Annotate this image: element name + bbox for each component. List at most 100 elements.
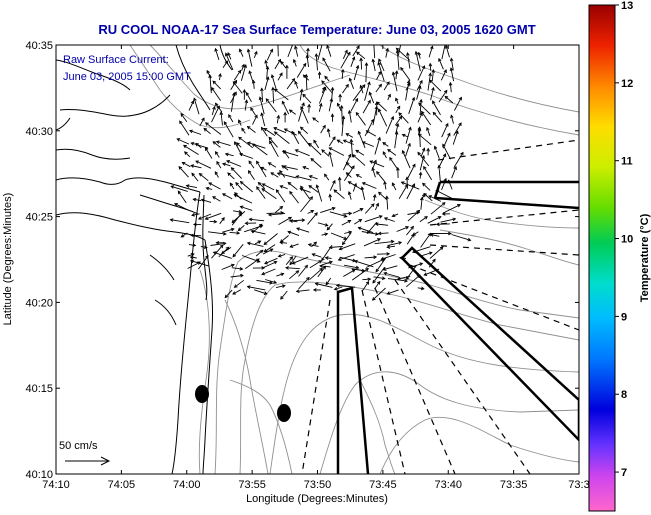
current-vector	[307, 243, 319, 247]
current-vector	[227, 172, 235, 180]
current-vector	[318, 86, 327, 104]
legend-line-1: Raw Surface Current:	[63, 54, 169, 66]
current-vector	[222, 60, 229, 69]
current-vector	[355, 51, 366, 60]
current-vector	[338, 243, 356, 251]
current-vector	[260, 112, 266, 127]
coastline	[56, 45, 233, 474]
current-vector	[212, 80, 222, 90]
current-vector	[317, 222, 329, 227]
colorbar-tick-label: 7	[621, 467, 627, 479]
current-vector	[289, 190, 299, 204]
current-vector	[308, 142, 322, 156]
current-vector	[169, 218, 190, 224]
current-vector	[329, 211, 348, 218]
current-vector	[452, 130, 459, 145]
current-vector	[268, 136, 278, 148]
current-vector	[372, 193, 377, 201]
current-vector	[395, 97, 399, 104]
current-vector	[294, 45, 299, 57]
current-vector	[211, 86, 221, 101]
current-vector	[298, 102, 305, 122]
current-vector	[229, 231, 241, 235]
current-vector	[326, 128, 331, 138]
current-vector	[256, 160, 267, 178]
y-tick-label: 40:20	[25, 297, 53, 309]
current-vector	[300, 196, 313, 213]
current-vector	[416, 79, 423, 91]
current-vector	[174, 203, 188, 211]
current-vector	[204, 147, 213, 159]
surface-current-vectors	[169, 45, 472, 301]
current-vector	[368, 91, 375, 104]
current-vector	[195, 160, 212, 169]
current-vector	[320, 124, 326, 134]
current-vector	[324, 75, 330, 82]
current-vector	[348, 77, 355, 89]
current-vector	[423, 192, 433, 202]
current-vector	[385, 47, 390, 58]
current-vector	[191, 172, 199, 182]
colorbar-tick-label: 12	[621, 78, 633, 90]
x-axis-ticks: 74:10 74:05 74:00 73:55 73:50 73:45 73:40 73:35…	[42, 45, 590, 491]
current-vector	[280, 60, 287, 69]
current-vector	[224, 289, 233, 299]
current-vector	[300, 185, 311, 200]
scale-label: 50 cm/s	[59, 440, 98, 452]
current-vector	[245, 91, 252, 103]
current-vector	[275, 284, 286, 289]
current-vector	[448, 81, 453, 93]
current-vector	[181, 161, 191, 168]
current-vector	[310, 157, 322, 168]
current-vector	[255, 240, 262, 245]
current-vector	[394, 70, 399, 80]
y-tick-label: 40:10	[25, 469, 53, 481]
current-vector	[218, 72, 222, 81]
current-vector	[261, 188, 277, 200]
current-vector	[374, 239, 395, 245]
current-vector	[287, 230, 300, 237]
y-tick-label: 40:35	[25, 40, 53, 52]
current-vector	[270, 172, 279, 178]
current-vector	[414, 50, 421, 72]
current-vector	[274, 88, 289, 101]
current-vector	[281, 100, 290, 115]
current-vector	[248, 70, 254, 83]
current-vector	[440, 217, 457, 223]
current-vector	[211, 105, 220, 123]
current-vector	[429, 246, 444, 259]
current-vector	[178, 166, 189, 178]
current-vector	[396, 166, 400, 179]
current-vector	[280, 290, 288, 300]
current-vector	[407, 209, 421, 222]
x-tick-label: 74:10	[42, 479, 70, 491]
current-vector	[317, 265, 327, 278]
current-vector	[263, 260, 278, 268]
current-vector	[214, 47, 220, 61]
current-vector	[263, 233, 278, 246]
current-vector	[362, 280, 370, 292]
current-vector	[199, 117, 205, 127]
current-vector	[376, 101, 388, 112]
current-vector	[324, 256, 332, 260]
current-vector	[432, 100, 441, 116]
current-vector	[420, 196, 424, 210]
x-tick-label: 73:40	[434, 479, 462, 491]
current-vector	[366, 258, 385, 268]
current-vector	[391, 213, 399, 218]
x-tick-label: 74:00	[173, 479, 201, 491]
current-vector	[230, 273, 244, 278]
current-vector	[257, 181, 265, 189]
current-vector	[285, 266, 300, 270]
current-vector	[416, 85, 422, 100]
current-vector	[438, 89, 448, 103]
current-vector	[276, 272, 285, 277]
current-vector	[441, 45, 446, 60]
current-vector	[287, 181, 298, 191]
current-vector	[210, 241, 227, 246]
current-vector	[242, 88, 247, 100]
current-vector	[250, 229, 266, 235]
current-vector	[179, 120, 190, 136]
current-vector	[300, 105, 309, 124]
current-vector	[408, 96, 416, 114]
